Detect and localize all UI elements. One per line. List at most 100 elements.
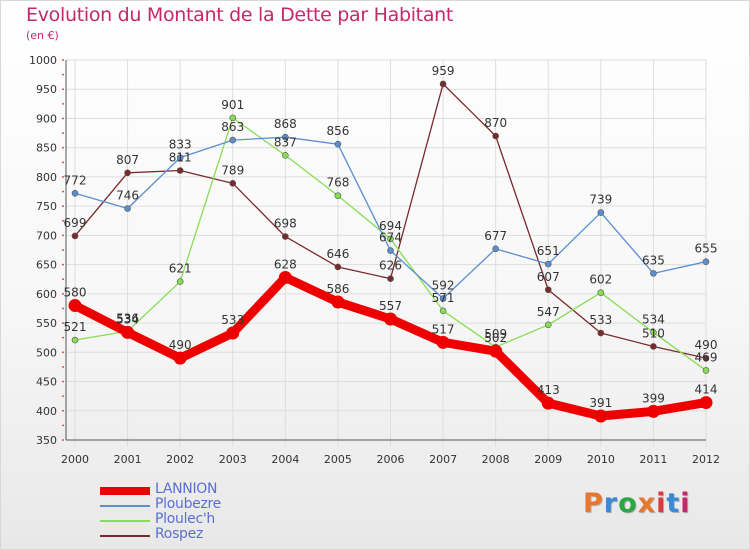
data-label: 510 <box>642 326 665 340</box>
x-tick-label: 2012 <box>692 453 720 466</box>
data-point <box>492 245 499 253</box>
data-point <box>226 326 240 340</box>
data-label: 509 <box>484 327 507 341</box>
data-label: 646 <box>326 247 349 261</box>
data-point <box>229 114 237 122</box>
data-point <box>597 329 605 337</box>
logo-letter: o <box>618 488 638 519</box>
x-tick-label: 2006 <box>377 453 405 466</box>
y-tick-label: 1000 <box>29 54 57 67</box>
data-label: 772 <box>64 173 87 187</box>
data-point <box>439 307 447 315</box>
data-label: 490 <box>695 338 718 352</box>
x-tick-label: 2011 <box>639 453 667 466</box>
data-label: 502 <box>484 331 507 345</box>
data-label: 655 <box>695 242 718 256</box>
legend-label: LANNION <box>155 481 218 497</box>
data-label: 768 <box>326 176 349 190</box>
x-tick-label: 2002 <box>166 453 194 466</box>
data-point <box>282 151 289 159</box>
data-label: 607 <box>537 270 560 284</box>
data-label: 592 <box>432 279 455 293</box>
data-label: 863 <box>221 120 244 134</box>
data-point <box>702 354 710 362</box>
data-label: 626 <box>379 259 402 273</box>
data-point <box>544 286 552 294</box>
data-point <box>594 409 608 423</box>
data-label: 698 <box>274 217 297 231</box>
legend-swatch <box>100 535 150 537</box>
data-point <box>124 169 131 177</box>
chart-title: Evolution du Montant de la Dette par Hab… <box>26 4 454 26</box>
data-point <box>176 154 184 161</box>
y-tick-label: 800 <box>36 171 57 184</box>
data-point <box>384 312 397 326</box>
legend-swatch <box>100 505 150 507</box>
data-label: 580 <box>64 286 87 300</box>
data-point <box>702 258 710 265</box>
data-label: 547 <box>537 305 560 319</box>
data-label: 534 <box>642 312 665 326</box>
data-label: 391 <box>589 396 612 410</box>
data-point <box>489 344 503 358</box>
x-tick-label: 2005 <box>324 453 352 466</box>
data-label: 533 <box>589 313 612 327</box>
data-point <box>650 343 657 350</box>
y-tick-label: 750 <box>36 200 57 213</box>
data-point <box>121 325 135 339</box>
data-label: 628 <box>274 257 297 271</box>
data-label: 469 <box>695 350 718 364</box>
data-point <box>282 233 289 240</box>
data-point <box>436 335 450 349</box>
data-label: 677 <box>484 229 507 243</box>
data-label: 571 <box>432 291 455 305</box>
data-label: 621 <box>169 262 192 276</box>
data-point <box>646 404 660 418</box>
data-label: 694 <box>379 219 402 233</box>
x-tick-label: 2000 <box>61 453 89 466</box>
data-label: 870 <box>484 116 507 130</box>
data-point <box>702 367 710 374</box>
y-tick-label: 600 <box>36 288 57 301</box>
data-point <box>334 140 342 148</box>
data-label: 635 <box>642 253 665 267</box>
data-point <box>71 232 79 240</box>
data-point <box>492 132 499 140</box>
data-point <box>699 396 713 410</box>
data-point <box>439 295 447 302</box>
data-point <box>282 133 289 141</box>
x-tick-label: 2001 <box>114 453 142 466</box>
data-label: 602 <box>589 273 612 287</box>
x-tick-label: 2004 <box>271 453 299 466</box>
data-label: 746 <box>116 188 139 202</box>
data-label: 490 <box>169 338 192 352</box>
data-label: 856 <box>326 124 349 138</box>
y-tick-label: 400 <box>36 405 57 418</box>
data-point <box>176 167 184 174</box>
data-point <box>229 136 237 144</box>
y-tick-label: 500 <box>36 346 57 359</box>
data-label: 901 <box>221 98 244 112</box>
data-point <box>597 209 605 216</box>
x-tick-label: 2010 <box>587 453 615 466</box>
x-tick-label: 2003 <box>219 453 247 466</box>
chart-subtitle: (en €) <box>26 29 59 42</box>
logo-letter: r <box>603 488 619 519</box>
data-label: 789 <box>221 163 244 177</box>
data-point <box>173 351 187 365</box>
data-label: 536 <box>116 311 139 325</box>
data-label: 533 <box>221 313 244 327</box>
logo-letter: x <box>637 488 657 519</box>
data-point <box>597 289 605 296</box>
data-label: 833 <box>169 138 192 152</box>
data-point <box>544 321 552 329</box>
data-label: 414 <box>695 383 718 397</box>
data-label: 399 <box>642 391 665 405</box>
data-label: 557 <box>379 299 402 313</box>
y-tick-label: 950 <box>36 83 57 96</box>
data-label: 413 <box>537 383 560 397</box>
data-label: 959 <box>432 64 455 78</box>
data-point <box>334 263 342 271</box>
data-point <box>331 295 345 309</box>
